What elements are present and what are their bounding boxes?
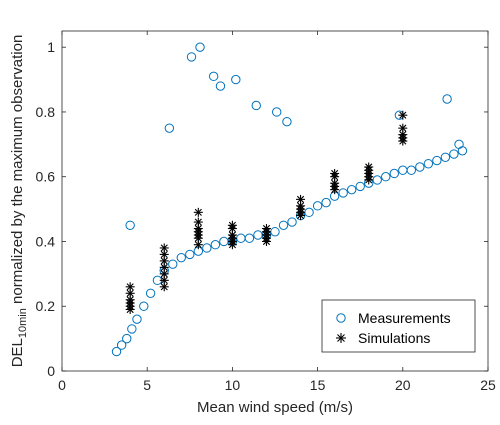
- measurement-point: [195, 42, 205, 52]
- y-tick-label: 0: [47, 363, 55, 379]
- measurement-point: [185, 249, 195, 260]
- measurement-point: [423, 159, 434, 169]
- measurement-point: [139, 301, 149, 311]
- simulation-point: [398, 110, 408, 120]
- measurement-point: [442, 94, 452, 104]
- y-tick-label: 0.6: [36, 169, 56, 185]
- legend-simulations-label: Simulations: [358, 330, 430, 346]
- measurement-point: [145, 288, 156, 298]
- measurement-point: [381, 172, 391, 182]
- measurement-point: [111, 346, 122, 357]
- measurement-point: [132, 314, 142, 324]
- measurement-point: [282, 116, 292, 127]
- simulation-point: [193, 240, 203, 250]
- x-axis-title: Mean wind speed (m/s): [197, 399, 353, 416]
- measurement-point: [251, 100, 261, 111]
- y-tick-label: 1: [47, 39, 55, 55]
- measurement-point: [186, 52, 197, 62]
- y-tick-label: 0.4: [36, 233, 56, 249]
- measurement-point: [176, 252, 186, 263]
- measurement-point: [432, 155, 442, 166]
- y-axis-title: DEL10min normalized by the maximum obser…: [9, 35, 29, 368]
- legend-measurements-label: Measurements: [358, 310, 451, 326]
- simulation-point: [296, 201, 306, 211]
- measurement-point: [215, 81, 226, 91]
- measurement-point: [210, 240, 221, 250]
- measurement-point: [449, 149, 459, 159]
- measurement-point: [440, 152, 451, 162]
- measurement-point: [168, 259, 178, 269]
- measurement-point: [338, 188, 348, 198]
- simulation-point: [261, 224, 271, 234]
- simulation-point: [364, 162, 374, 172]
- x-axis: 0 5 10 15 20 25: [58, 31, 496, 393]
- legend: Measurements Simulations: [321, 299, 476, 353]
- x-tick-label: 0: [58, 377, 66, 393]
- simulation-point: [193, 207, 203, 217]
- measurement-point: [202, 243, 212, 253]
- x-tick-label: 25: [480, 377, 496, 393]
- measurement-point: [244, 233, 255, 243]
- measurement-point: [346, 184, 357, 195]
- y-axis-title-subscript: 10min: [17, 308, 29, 338]
- x-tick-label: 10: [225, 377, 241, 393]
- x-tick-label: 15: [310, 377, 326, 393]
- x-tick-label: 20: [395, 377, 411, 393]
- measurement-point: [208, 71, 219, 82]
- simulation-point: [398, 123, 408, 133]
- y-tick-label: 0.2: [36, 298, 56, 314]
- measurement-point: [164, 123, 175, 133]
- y-tick-label: 0.8: [36, 104, 56, 120]
- measurement-point: [116, 340, 127, 350]
- measurement-point: [287, 217, 297, 227]
- measurement-point: [389, 168, 399, 179]
- simulation-point: [296, 194, 306, 204]
- simulations-layer: [125, 110, 408, 314]
- y-axis-title-rest: normalized by the maximum observation: [9, 35, 26, 308]
- simulation-point: [227, 220, 237, 230]
- legend-measurements-marker: [336, 313, 346, 323]
- simulation-point: [125, 282, 135, 292]
- measurement-point: [127, 324, 137, 334]
- y-axis-title-main: DEL: [9, 338, 26, 367]
- simulation-point: [330, 178, 340, 188]
- measurement-point: [415, 162, 425, 172]
- x-tick-label: 5: [143, 377, 151, 393]
- measurement-point: [231, 74, 241, 85]
- measurement-point: [406, 165, 417, 175]
- legend-simulations-marker: [336, 333, 346, 343]
- legend-box: [321, 299, 476, 353]
- measurement-point: [278, 220, 289, 230]
- y-axis: 0 0.2 0.4 0.6 0.8 1: [36, 39, 488, 379]
- simulation-point: [330, 168, 340, 178]
- simulation-point: [193, 217, 203, 227]
- measurement-point: [272, 107, 282, 117]
- measurement-point: [125, 220, 135, 230]
- simulation-point: [159, 243, 169, 253]
- measurement-point: [321, 197, 331, 208]
- measurement-point: [355, 181, 365, 192]
- simulation-point: [159, 282, 169, 292]
- measurement-point: [122, 333, 132, 344]
- measurement-point: [454, 139, 464, 150]
- measurement-point: [312, 201, 323, 211]
